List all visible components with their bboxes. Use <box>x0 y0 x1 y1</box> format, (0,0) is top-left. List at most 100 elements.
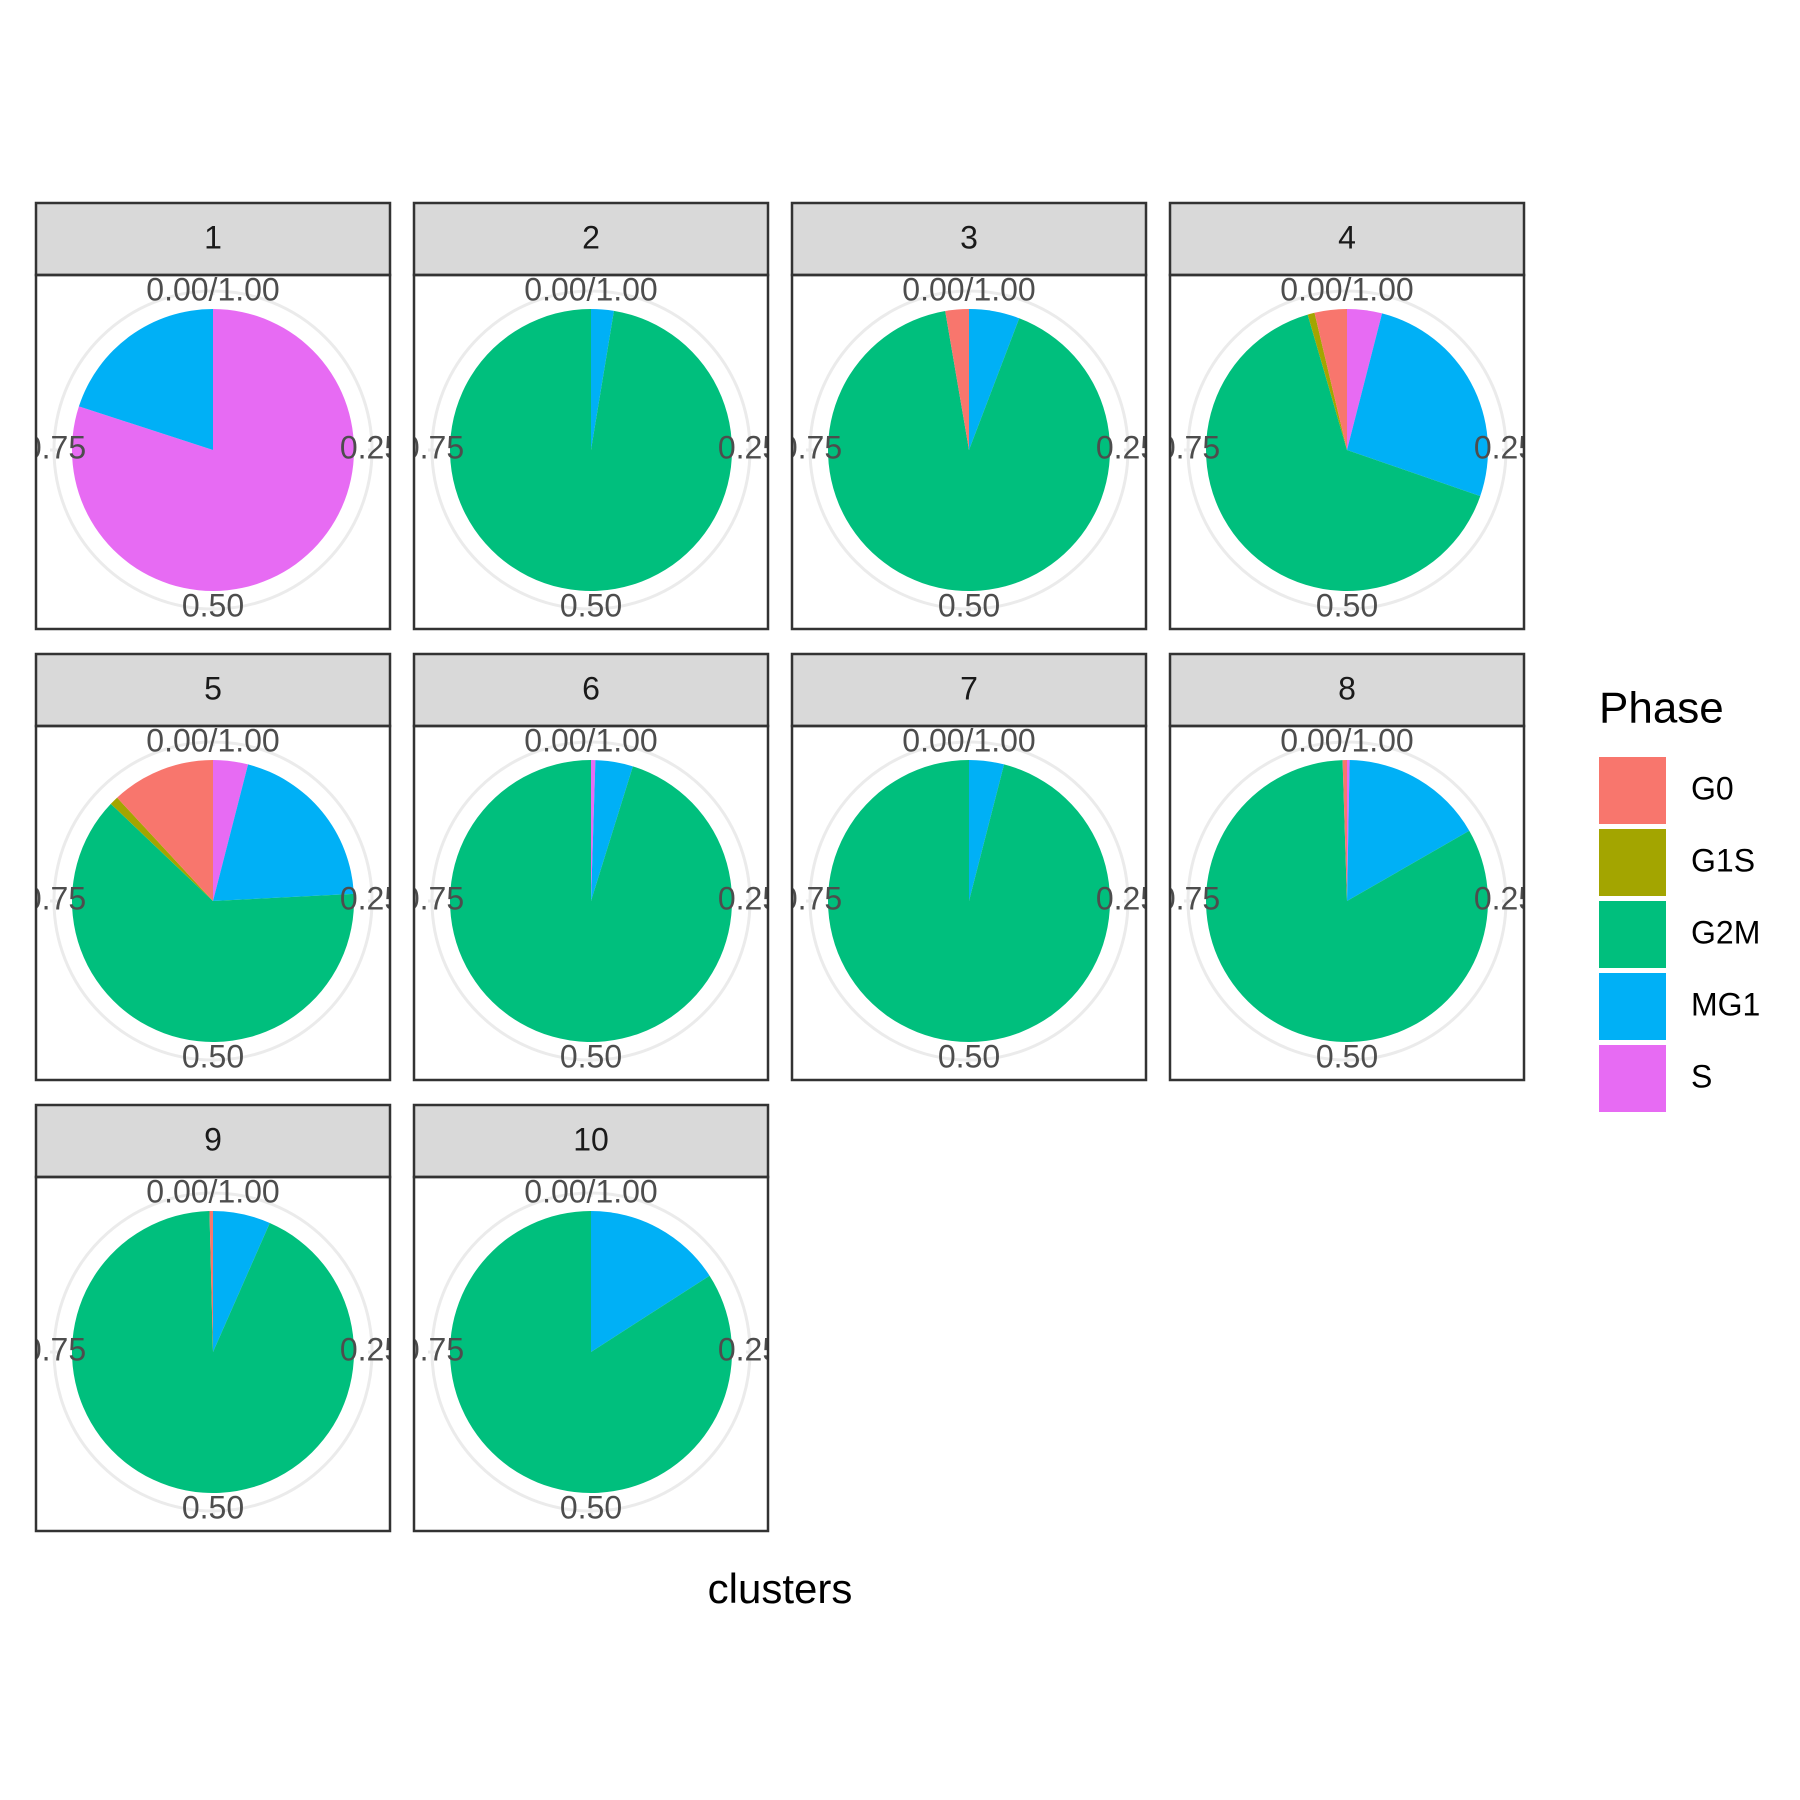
panel: 0.00/1.00 0.25 0.50 0.75 <box>414 1173 768 1525</box>
axis-tick-label: 0.00/1.00 <box>524 1173 657 1209</box>
strip-label: 9 <box>204 1121 222 1157</box>
legend-label: G2M <box>1691 914 1760 950</box>
strip-background <box>790 652 1148 728</box>
axis-tick-label: 0.50 <box>182 1038 244 1074</box>
panel: 0.00/1.00 0.25 0.50 0.75 <box>24 1177 402 1525</box>
axis-tick-label: 0.75 <box>1158 880 1220 916</box>
legend-label: MG1 <box>1691 986 1760 1022</box>
axis-tick-label: 0.25 <box>1096 429 1158 465</box>
panel: 0.00/1.00 0.25 0.50 0.75 <box>1158 275 1536 623</box>
pie-slice <box>969 760 1005 901</box>
pie-slice <box>1205 760 1488 1042</box>
pie-slice <box>213 1211 270 1352</box>
panel: 0.00/1.00 0.25 0.50 0.75 <box>402 271 780 623</box>
axis-tick-label: 0.25 <box>340 429 402 465</box>
panel-border <box>412 273 770 631</box>
axis-tick-label: 0.75 <box>1158 429 1220 465</box>
pie-slice <box>1206 314 1481 591</box>
axis-tick-label: 0.50 <box>938 587 1000 623</box>
strip-background <box>34 201 392 277</box>
strip-background <box>412 652 770 728</box>
strip-label: 5 <box>204 670 222 706</box>
pie-slice <box>110 797 213 901</box>
axis-tick-label: 0.50 <box>182 587 244 623</box>
panel: 0.00/1.00 0.25 0.50 0.75 <box>36 722 402 1074</box>
axis-tick-label: 0.25 <box>1474 429 1536 465</box>
pie-slice <box>450 1211 732 1494</box>
axis-tick-label: 0.75 <box>780 429 842 465</box>
axis-tick-label: 0.50 <box>560 1489 622 1525</box>
axis-tick-label: 0.50 <box>1316 587 1378 623</box>
pie-slice <box>591 760 633 901</box>
axis-tick-label: 0.25 <box>718 429 780 465</box>
legend-key <box>1599 757 1666 824</box>
pie-slice <box>1307 312 1347 450</box>
panel-border <box>412 724 770 1082</box>
axis-tick-label: 0.00/1.00 <box>902 722 1035 758</box>
legend-label: G1S <box>1691 842 1755 878</box>
panel-border <box>1168 724 1526 1082</box>
pie-slice <box>213 764 354 901</box>
pie-slice <box>1314 309 1347 450</box>
pie-slice <box>1347 309 1383 450</box>
axis-tick-label: 0.00/1.00 <box>524 722 657 758</box>
pie-slice <box>945 309 969 450</box>
strip-label: 10 <box>573 1121 609 1157</box>
pie-slice <box>591 1211 710 1352</box>
axis-tick-label: 0.75 <box>24 1331 86 1367</box>
strip-label: 3 <box>960 219 978 255</box>
axis-tick-label: 0.50 <box>1316 1038 1378 1074</box>
pie-slice <box>213 760 249 901</box>
strip-background <box>1168 201 1526 277</box>
strip-background <box>1168 652 1526 728</box>
axis-tick-label: 0.00/1.00 <box>146 271 279 307</box>
strip-background <box>34 652 392 728</box>
axis-tick-label: 0.75 <box>24 429 86 465</box>
panel-border <box>34 1175 392 1533</box>
axis-tick-label: 0.75 <box>780 880 842 916</box>
legend-key <box>1599 901 1666 968</box>
pie-slice <box>969 309 1020 450</box>
axis-tick-label: 0.00/1.00 <box>902 271 1035 307</box>
axis-tick-label: 0.50 <box>182 1489 244 1525</box>
legend-label: G0 <box>1691 770 1734 806</box>
axis-tick-label: 0.25 <box>340 1331 402 1367</box>
strip-label: 2 <box>582 219 600 255</box>
panel-border <box>412 1175 770 1533</box>
pie-slice <box>1342 760 1347 901</box>
pie-slice <box>591 309 614 450</box>
pie-slice <box>1347 760 1350 901</box>
pie-slice <box>591 760 596 901</box>
axis-tick-label: 0.50 <box>560 1038 622 1074</box>
x-axis-title: clusters <box>708 1565 853 1612</box>
pie-slice <box>827 311 1110 591</box>
strip-label: 6 <box>582 670 600 706</box>
legend-key <box>1599 829 1666 896</box>
pie-slice <box>828 760 1111 1042</box>
panel: 0.00/1.00 0.25 0.50 0.75 <box>780 271 1158 623</box>
panel-border <box>1168 273 1526 631</box>
axis-tick-label: 0.75 <box>402 880 464 916</box>
pie-slice <box>1347 313 1488 497</box>
panel: 0.00/1.00 0.25 0.50 0.75 <box>780 722 1146 1074</box>
pie-slice <box>209 1211 213 1352</box>
axis-tick-label: 0.25 <box>340 880 402 916</box>
strip-label: 7 <box>960 670 978 706</box>
strip-label: 1 <box>204 219 222 255</box>
legend-key <box>1599 1045 1666 1112</box>
panel-border <box>34 724 392 1082</box>
axis-tick-label: 0.00/1.00 <box>524 271 657 307</box>
panel-border <box>34 273 392 631</box>
axis-tick-label: 0.50 <box>560 587 622 623</box>
panel-border <box>790 724 1148 1082</box>
pie-slice <box>78 309 213 450</box>
panel: 0.00/1.00 0.25 0.50 0.75 <box>1158 722 1524 1074</box>
pie-slice <box>117 760 213 901</box>
axis-tick-label: 0.75 <box>402 429 464 465</box>
axis-tick-label: 0.00/1.00 <box>146 722 279 758</box>
strip-label: 4 <box>1338 219 1356 255</box>
panel: 0.00/1.00 0.25 0.50 0.75 <box>402 722 768 1074</box>
legend-label: S <box>1691 1058 1712 1094</box>
axis-tick-label: 0.00/1.00 <box>1280 722 1413 758</box>
